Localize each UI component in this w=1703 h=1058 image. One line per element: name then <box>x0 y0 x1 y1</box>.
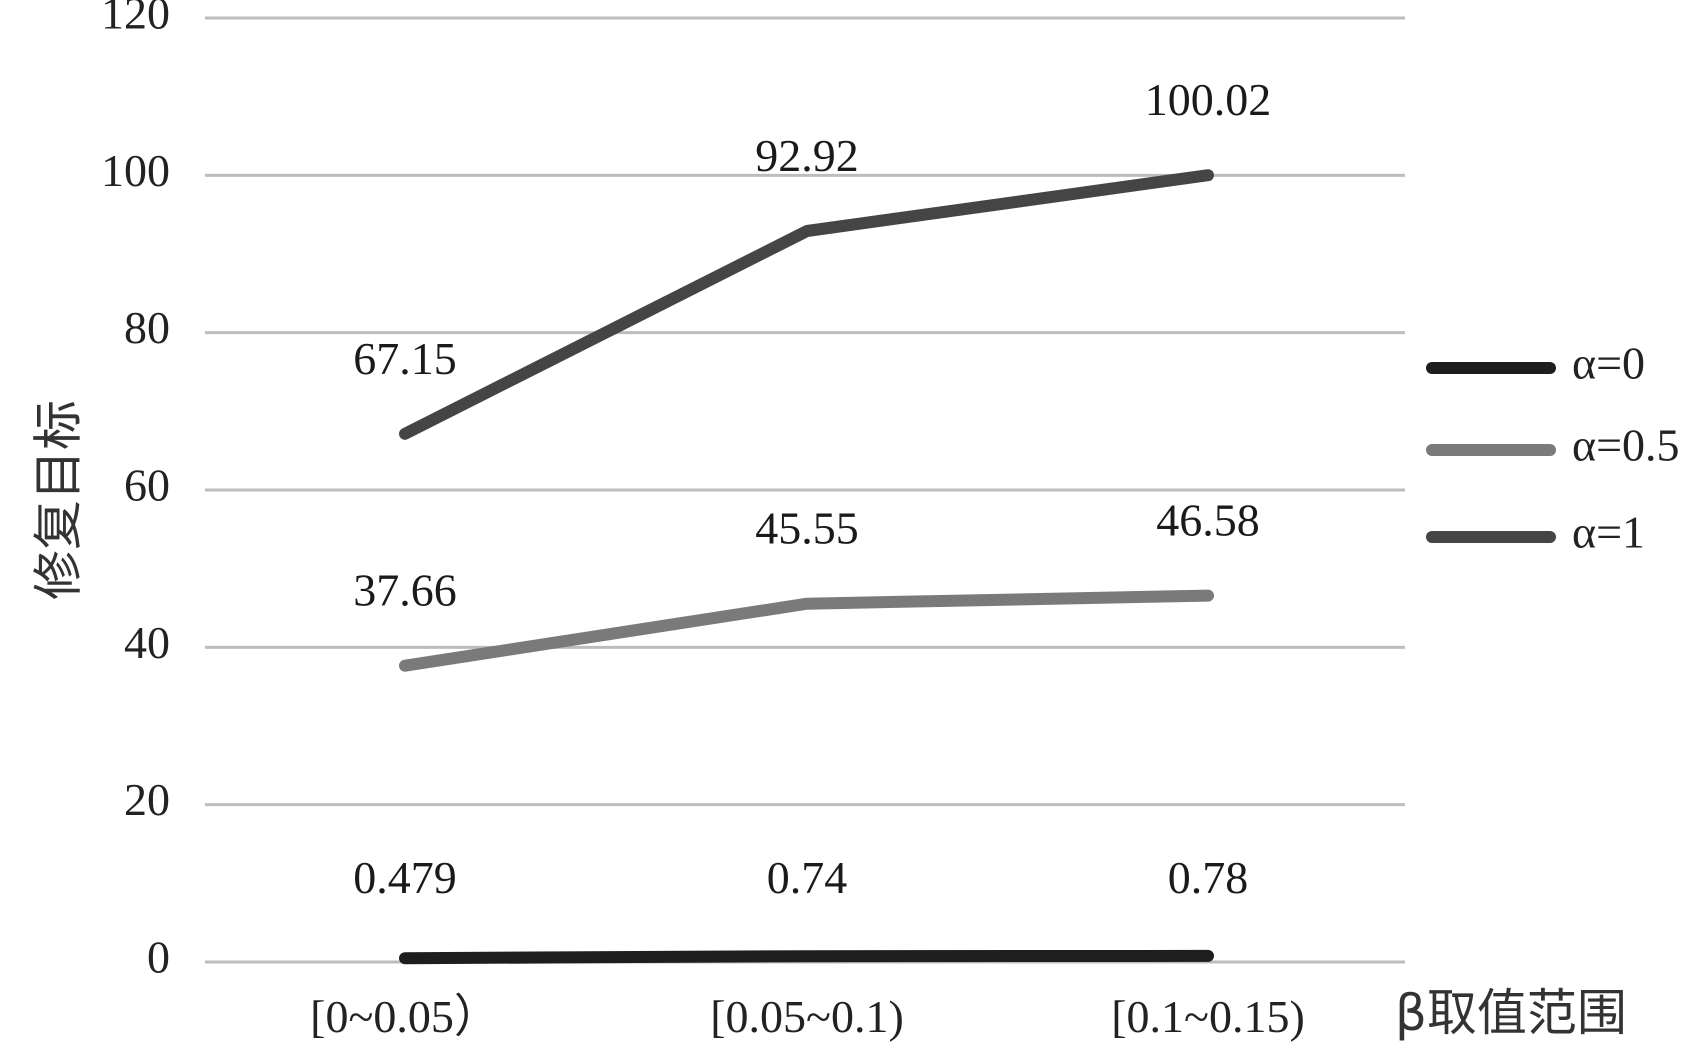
data-label: 92.92 <box>755 130 859 181</box>
data-label: 37.66 <box>353 565 457 616</box>
series-line <box>399 949 1214 965</box>
y-tick-label: 20 <box>124 774 170 825</box>
data-label: 0.74 <box>767 852 848 903</box>
data-label: 100.02 <box>1145 74 1272 125</box>
data-label: 0.78 <box>1168 852 1249 903</box>
legend-label: α=0.5 <box>1572 420 1680 471</box>
y-tick-label: 100 <box>101 145 170 196</box>
x-axis-ticks: [0~0.05） [0.05~0.1) [0.1~0.15) <box>310 991 1305 1042</box>
y-tick-label: 80 <box>124 302 170 353</box>
data-labels: 0.479 0.74 0.78 37.66 45.55 46.58 67.15 92.92 10… <box>353 74 1271 903</box>
legend-label: α=1 <box>1572 507 1645 558</box>
series-line <box>399 169 1214 440</box>
data-label: 46.58 <box>1156 495 1260 546</box>
data-label: 67.15 <box>353 333 457 384</box>
y-tick-label: 60 <box>124 460 170 511</box>
gridlines <box>205 16 1405 964</box>
series-lines <box>399 169 1214 965</box>
series-line <box>399 589 1214 672</box>
y-tick-label: 0 <box>147 932 170 983</box>
y-tick-label: 40 <box>124 617 170 668</box>
x-tick-label: [0~0.05） <box>310 991 500 1042</box>
y-axis-ticks: 0 20 40 60 80 100 120 <box>101 0 170 983</box>
x-tick-label: [0.1~0.15) <box>1111 991 1305 1042</box>
legend: α=0 α=0.5 α=1 <box>1426 338 1680 558</box>
y-axis-title: 修复目标 <box>30 400 88 600</box>
legend-label: α=0 <box>1572 338 1645 389</box>
x-axis-title: β取值范围 <box>1395 984 1627 1042</box>
data-label: 45.55 <box>755 503 859 554</box>
x-tick-label: [0.05~0.1) <box>710 991 904 1042</box>
y-tick-label: 120 <box>101 0 170 39</box>
data-label: 0.479 <box>353 852 457 903</box>
